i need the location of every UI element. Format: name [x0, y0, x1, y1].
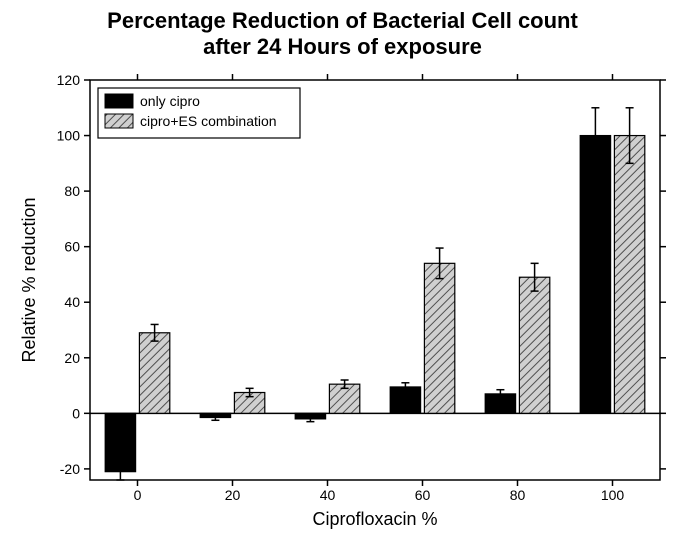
x-tick-label: 60	[415, 487, 431, 503]
y-tick-label: -20	[60, 461, 80, 477]
legend-label: only cipro	[140, 93, 200, 109]
x-tick-label: 100	[601, 487, 625, 503]
x-tick-label: 80	[510, 487, 526, 503]
y-tick-label: 100	[57, 128, 81, 144]
legend-swatch	[105, 94, 133, 108]
y-axis-label: Relative % reduction	[19, 197, 39, 362]
legend-label: cipro+ES combination	[140, 113, 277, 129]
x-axis-label: Ciprofloxacin %	[312, 509, 437, 529]
y-tick-label: 60	[64, 239, 80, 255]
y-tick-label: 40	[64, 294, 80, 310]
chart-title-line2: after 24 Hours of exposure	[203, 34, 482, 59]
bar	[580, 136, 610, 414]
x-tick-label: 20	[225, 487, 241, 503]
bar	[614, 136, 644, 414]
x-tick-label: 40	[320, 487, 336, 503]
y-tick-label: 20	[64, 350, 80, 366]
bar	[424, 263, 454, 413]
legend: only cipro cipro+ES combination	[98, 88, 300, 138]
bar	[139, 333, 169, 414]
chart-svg: Percentage Reduction of Bacterial Cell c…	[0, 0, 685, 544]
bar	[519, 277, 549, 413]
legend-swatch	[105, 114, 133, 128]
x-tick-label: 0	[134, 487, 142, 503]
y-tick-label: 80	[64, 183, 80, 199]
y-tick-label: 120	[57, 72, 81, 88]
chart-container: Percentage Reduction of Bacterial Cell c…	[0, 0, 685, 544]
y-tick-label: 0	[72, 405, 80, 421]
chart-title-line1: Percentage Reduction of Bacterial Cell c…	[107, 8, 578, 33]
